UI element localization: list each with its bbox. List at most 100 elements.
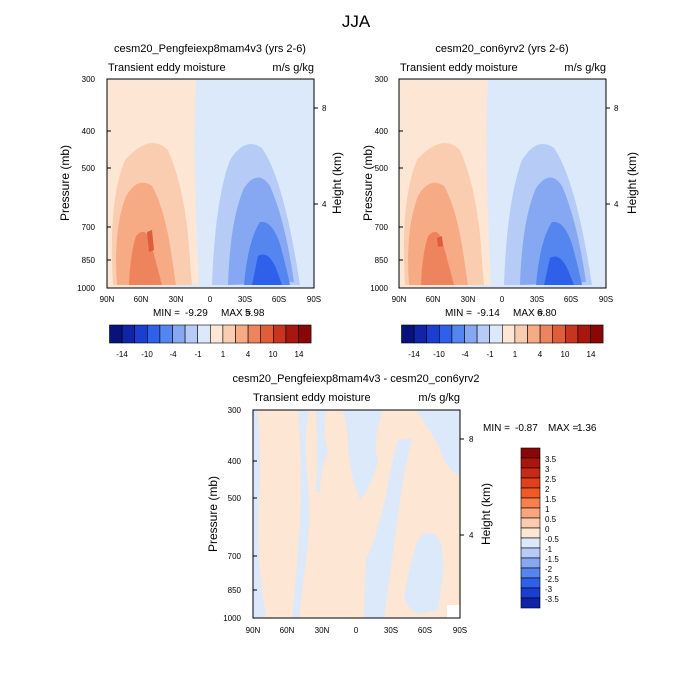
- panel-1-cb-label-1: 1: [221, 350, 226, 359]
- panel-1-cb-label-4: 4: [246, 350, 251, 359]
- panel-2-xtick-30s: 30S: [530, 295, 544, 304]
- panel-1-cb-label-neg14: -14: [116, 350, 128, 359]
- panel-3-cb-label-3: 3: [545, 465, 550, 474]
- panel-3-fill-neg-1: [253, 410, 266, 618]
- panel-3-max-value: 1.36: [577, 423, 597, 434]
- panel-2-xtick-90n: 90N: [392, 295, 407, 304]
- panel-2-colorbar-swatch-13: [564, 324, 579, 344]
- panel-1-colorbar-swatch-5: [172, 324, 186, 344]
- panel-1-fill-neg-4: [252, 254, 282, 285]
- panel-1-colorbar-swatch-10: [235, 324, 249, 344]
- panel-3-colorbar-swatch-4: [520, 487, 541, 499]
- panel-3-ytick-300: 300: [228, 406, 242, 415]
- panel-3-cb-label-neg0.5: -0.5: [545, 535, 559, 544]
- panel-2-cb-label-neg4: -4: [461, 350, 469, 359]
- panel-3-colorbar-swatch-0: [520, 447, 541, 459]
- panel-1-colorbar-swatch-9: [222, 324, 236, 344]
- panel-3-fill-neg-2: [292, 410, 310, 618]
- panel-1-colorbar-swatch-2: [134, 324, 148, 344]
- panel-1-subtitle-right: m/s g/kg: [272, 62, 314, 74]
- panel-1-colorbar-swatch-1: [121, 324, 135, 344]
- panel-2-ytick-850: 850: [375, 256, 389, 265]
- panel-3-xtick-60s: 60S: [418, 626, 432, 635]
- panel-3-xtick-90s: 90S: [453, 626, 467, 635]
- panel-2-fill-pos-5: [437, 236, 443, 247]
- panel-2: cesm20_con6yrv2 (yrs 2-6) Transient eddy…: [361, 43, 639, 359]
- panel-1-cb-label-neg4: -4: [169, 350, 177, 359]
- panel-2-colorbar-swatch-6: [476, 324, 491, 344]
- panel-2-colorbar-swatch-11: [539, 324, 553, 344]
- panel-1-colorbar-swatch-3: [147, 324, 161, 344]
- panel-2-colorbar-swatch-12: [552, 324, 566, 344]
- panel-2-x-ticks: 90N 60N 30N 0 30S 60S 90S: [392, 295, 613, 304]
- panel-2-min-value: -9.14: [477, 308, 500, 319]
- panel-1-colorbar-swatch-15: [298, 324, 312, 344]
- panel-2-ytick-700: 700: [375, 223, 389, 232]
- panel-3-colorbar-swatch-15: [520, 597, 541, 609]
- panel-3: cesm20_Pengfeiexp8mam4v3 - cesm20_con6yr…: [206, 373, 597, 635]
- panel-3-xtick-60n: 60N: [280, 626, 295, 635]
- panel-3-colorbar-labels: 3.5 3 2.5 2 1.5 1 0.5 0 -0.5 -1 -1.5 -2 …: [545, 455, 559, 604]
- panel-2-min-label: MIN =: [445, 308, 472, 319]
- panel-2-xtick-60n: 60N: [426, 295, 441, 304]
- panel-2-colorbar-swatch-8: [501, 324, 516, 344]
- panel-2-colorbar-swatch-1: [413, 324, 428, 344]
- panel-2-ytick-1000: 1000: [370, 284, 388, 293]
- panel-3-colorbar-swatch-9: [520, 537, 541, 549]
- panel-2-fill-neg-4: [544, 256, 574, 285]
- panel-3-max-label: MAX =: [548, 423, 578, 434]
- panel-1-ytick-400: 400: [82, 127, 96, 136]
- panel-2-subtitle-right: m/s g/kg: [564, 62, 606, 74]
- panel-1-ytick-500: 500: [82, 164, 96, 173]
- panel-3-xtick-90n: 90N: [246, 626, 261, 635]
- panel-1-ytick-700: 700: [82, 223, 96, 232]
- panel-2-colorbar-swatch-7: [489, 324, 503, 344]
- panel-3-ytick-400: 400: [228, 457, 242, 466]
- panel-1-min-value: -9.29: [185, 308, 208, 319]
- panel-1-ytick-right-4: 4: [322, 200, 327, 209]
- panel-2-colorbar-swatch-9: [514, 324, 528, 344]
- panel-2-cb-label-neg1: -1: [486, 350, 494, 359]
- panel-3-fill-neg-6: [416, 410, 460, 476]
- panel-2-ylabel: Pressure (mb): [361, 145, 375, 221]
- panel-2-title: cesm20_con6yrv2 (yrs 2-6): [435, 43, 568, 55]
- panel-1-colorbar-swatch-11: [247, 324, 262, 344]
- panel-1-colorbar-swatch-14: [285, 324, 299, 344]
- panel-2-xtick-60s: 60S: [564, 295, 578, 304]
- panel-1-ylabel-right: Height (km): [330, 152, 344, 214]
- panel-3-ytick-500: 500: [228, 494, 242, 503]
- panel-3-cb-label-neg2: -2: [545, 565, 553, 574]
- panel-1-colorbar-swatch-12: [260, 324, 274, 344]
- panel-1-ytick-right-8: 8: [322, 104, 327, 113]
- panel-3-cb-label-neg3.5: -3.5: [545, 595, 559, 604]
- panel-1-fill-pos-4: [129, 231, 162, 285]
- panel-2-cb-label-neg14: -14: [408, 350, 420, 359]
- panel-3-cb-label-3.5: 3.5: [545, 455, 557, 464]
- panel-3-fill-neg-3: [316, 410, 328, 492]
- panel-3-colorbar-swatch-2: [520, 467, 541, 479]
- panel-1-subtitle-left: Transient eddy moisture: [108, 62, 226, 74]
- panel-3-fill-neg-7: [404, 532, 444, 614]
- panel-1-colorbar-swatch-4: [159, 324, 173, 344]
- panel-2-colorbar-swatch-5: [464, 324, 478, 344]
- panel-2-ytick-right-4: 4: [614, 200, 619, 209]
- panel-3-ytick-700: 700: [228, 552, 242, 561]
- panel-1-max-value: 5.98: [245, 308, 265, 319]
- panel-3-cb-label-neg2.5: -2.5: [545, 575, 559, 584]
- panel-3-cb-label-2.5: 2.5: [545, 475, 557, 484]
- panel-1-min-label: MIN =: [153, 308, 180, 319]
- panel-2-ytick-right-8: 8: [614, 104, 619, 113]
- panel-3-ytick-right-8: 8: [469, 435, 474, 444]
- panel-3-subtitle-left: Transient eddy moisture: [253, 392, 371, 404]
- panel-3-x-ticks: 90N 60N 30N 0 30S 60S 90S: [246, 626, 467, 635]
- panel-3-ytick-850: 850: [228, 586, 242, 595]
- panel-1-colorbar-swatch-6: [184, 324, 199, 344]
- panel-3-min-value: -0.87: [515, 423, 538, 434]
- panel-1-xtick-90s: 90S: [307, 295, 321, 304]
- panel-2-xtick-90s: 90S: [599, 295, 613, 304]
- panel-2-fill-pos-4: [421, 231, 454, 285]
- figure-title: JJA: [342, 12, 371, 31]
- panel-3-colorbar-swatch-5: [520, 497, 541, 509]
- panel-3-cb-label-1.5: 1.5: [545, 495, 557, 504]
- panel-3-ytick-1000: 1000: [223, 614, 241, 623]
